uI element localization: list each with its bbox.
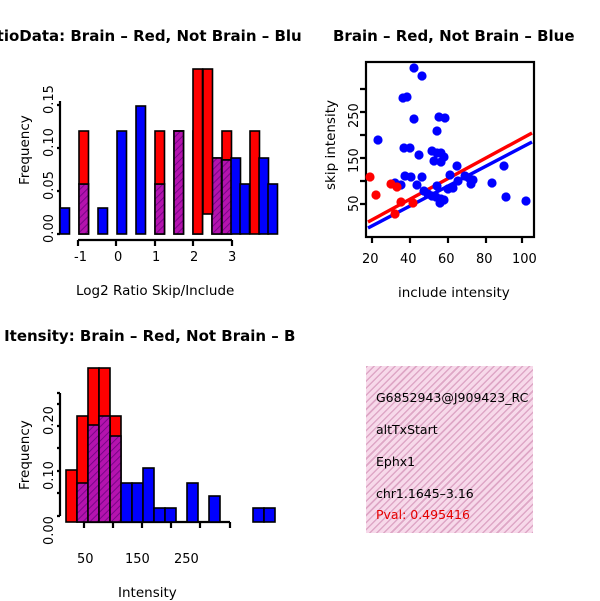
info-line-locus: chr1.1645–3.16 (376, 486, 474, 501)
info-line-pval: Pval: 0.495416 (376, 507, 470, 522)
gene-info-box: G6852943@J909423_RC altTxStart Ephx1 chr… (366, 366, 533, 533)
info-line-gene-symbol: Ephx1 (376, 454, 415, 469)
panel-bottom-left-histogram: ne Itensity: Brain – Red, Not Brain – B … (0, 300, 300, 600)
info-line-event-type: altTxStart (376, 422, 438, 437)
info-line-probe: G6852943@J909423_RC (376, 390, 528, 405)
top-right-plot-area (300, 0, 600, 300)
top-left-plot-area (0, 0, 300, 300)
bottom-left-blue-bars (121, 468, 275, 522)
bottom-left-plot-area (0, 300, 300, 600)
panel-top-left-histogram: RatioData: Brain – Red, Not Brain – Blu … (0, 0, 300, 300)
panel-top-right-scatter: Brain – Red, Not Brain – Blue skip inten… (300, 0, 600, 300)
